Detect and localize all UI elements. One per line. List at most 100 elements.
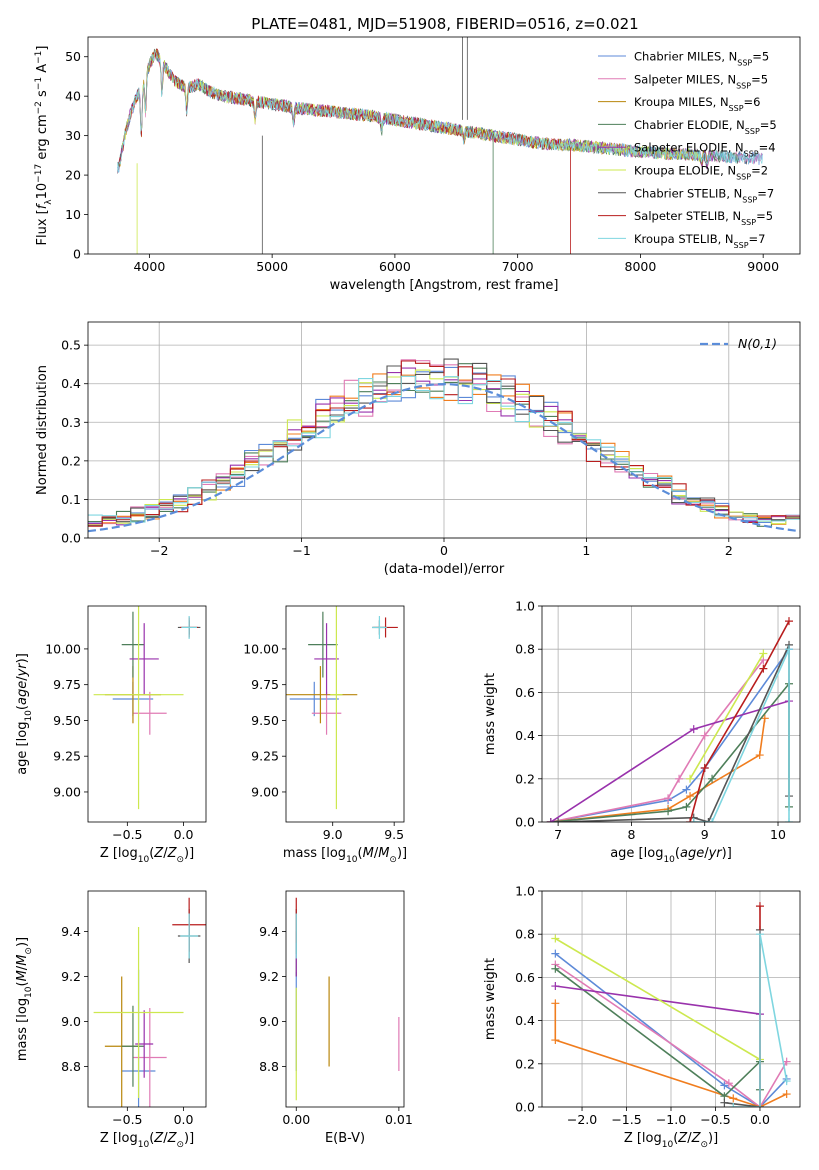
weight-line-8	[693, 648, 790, 822]
y-tick-label: 9.50	[53, 713, 81, 728]
y-tick-label: 20	[65, 168, 81, 183]
y-tick-label: 0.5	[61, 338, 81, 353]
spectrum-line-6	[117, 48, 752, 174]
histogram-8	[88, 375, 800, 523]
y-axis-label: mass weight	[483, 958, 498, 1040]
y-axis-label: Normed distribution	[35, 365, 50, 495]
y-tick-label: 0.0	[515, 815, 535, 830]
legend-entry: Chabrier MILES, NSSP=5	[634, 50, 769, 68]
y-tick-label: 0.8	[515, 927, 535, 942]
x-tick-label: 8	[627, 827, 635, 842]
y-axis-label: Flux [fλ10−17 erg cm−2 s−1 A−1]	[34, 46, 54, 246]
x-tick-label: 0.0	[750, 1112, 770, 1127]
legend-entry: Chabrier ELODIE, NSSP=5	[634, 118, 777, 136]
plot-area	[88, 358, 800, 533]
x-tick-label: 5000	[256, 259, 288, 274]
weight-marker-8	[755, 930, 764, 939]
x-tick-label: −1	[292, 543, 310, 558]
x-tick-label: 4000	[133, 259, 165, 274]
weight-marker-2	[782, 1090, 791, 1099]
weight-line-6	[724, 929, 761, 1107]
axes-frame	[87, 890, 207, 1108]
weight-marker-6	[554, 818, 563, 822]
x-tick-label: 9	[701, 827, 709, 842]
y-tick-label: 0.4	[515, 728, 535, 743]
weight-marker-1	[724, 1079, 733, 1088]
spectrum-line-7	[118, 48, 561, 170]
y-tick-label: 0.6	[515, 685, 535, 700]
y-tick-label: 9.50	[251, 713, 279, 728]
legend-entry: N(0,1)	[738, 336, 777, 351]
legend-entry: Kroupa MILES, NSSP=6	[634, 95, 760, 113]
y-tick-label: 8.8	[259, 1059, 279, 1074]
x-tick-label: 0.0	[174, 827, 194, 842]
y-tick-label: 30	[65, 128, 81, 143]
weight-marker-1	[700, 731, 709, 740]
plot-area	[117, 37, 763, 254]
y-axis-label: age [log10(age/yr)]	[15, 653, 34, 775]
x-tick-label: −2.0	[567, 1112, 597, 1127]
weight-marker-8	[708, 818, 717, 822]
weight-marker-3	[551, 964, 560, 973]
x-tick-label: 10	[770, 827, 786, 842]
y-tick-label: 9.25	[251, 749, 279, 764]
weight-line-3	[550, 681, 790, 822]
mass-vs-ebv-panel: 0.00 0.01 8.8 9.0 9.2 9.4 E(B-V)	[259, 890, 413, 1146]
legend-entry: Salpeter STELIB, NSSP=5	[634, 209, 773, 227]
x-tick-label: 0.01	[385, 1112, 413, 1127]
spectrum-panel: 4000 5000 6000 7000 8000 9000 0 10 20 30 40 50 wavel…	[34, 36, 801, 293]
legend-entry: Salpeter ELODIE, NSSP=4	[634, 141, 776, 159]
weight-marker-5	[551, 934, 560, 943]
y-tick-label: 0.2	[515, 771, 535, 786]
plot-area	[93, 897, 206, 1107]
axes-frame	[541, 605, 801, 823]
x-tick-label: −0.5	[700, 1112, 730, 1127]
weight-marker-7	[759, 664, 768, 673]
x-axis-label: age [log10(age/yr)]	[610, 846, 732, 865]
weight-marker-0	[682, 785, 691, 794]
legend-entry: Kroupa ELODIE, NSSP=2	[634, 164, 768, 182]
y-tick-label: 0.0	[515, 1100, 535, 1115]
weight-line-7	[689, 620, 790, 822]
spectrum-line-8	[117, 49, 763, 173]
weight-marker-2	[551, 999, 560, 1008]
y-tick-label: 0	[73, 247, 81, 262]
y-tick-label: 9.75	[251, 677, 279, 692]
spectrum-line-5	[122, 50, 702, 162]
y-tick-label: 0.8	[515, 642, 535, 657]
x-tick-label: 7000	[502, 259, 534, 274]
y-tick-label: 0.0	[61, 531, 81, 546]
axes-frame	[87, 605, 207, 823]
weight-marker-3	[708, 774, 717, 783]
weight-marker-6	[704, 818, 713, 822]
weight-marker-2	[686, 792, 695, 801]
x-tick-label: 1	[582, 543, 590, 558]
weight-marker-4	[689, 725, 698, 734]
x-tick-label: −1.0	[656, 1112, 686, 1127]
x-tick-label: 9.5	[384, 827, 404, 842]
y-tick-label: 9.2	[259, 969, 279, 984]
y-tick-label: 10.00	[45, 641, 81, 656]
y-tick-label: 0.2	[515, 1056, 535, 1071]
y-tick-label: 9.0	[61, 1014, 81, 1029]
plot-area	[295, 897, 400, 1101]
x-tick-label: 0.0	[174, 1112, 194, 1127]
weight-marker-7	[686, 818, 695, 822]
y-tick-label: 9.4	[61, 924, 81, 939]
x-tick-label: 8000	[625, 259, 657, 274]
weight-marker-8	[785, 645, 794, 654]
y-tick-label: 8.8	[61, 1059, 81, 1074]
weight-marker-6	[720, 1098, 729, 1107]
x-axis-label: (data-model)/error	[384, 562, 505, 577]
weight-marker-3	[682, 802, 691, 811]
x-axis-label: Z [log10(Z/Z⊙)]	[100, 846, 194, 865]
age-vs-mass-panel: 9.0 9.5 9.00 9.25 9.50 9.75 10.00 mass [log10(M…	[243, 605, 407, 865]
weight-line-5	[554, 937, 761, 1061]
legend-entry: Salpeter MILES, NSSP=5	[634, 72, 768, 90]
x-tick-label: 2	[725, 543, 733, 558]
weight-line-1	[554, 963, 788, 1107]
weight-marker-4	[551, 982, 560, 991]
x-tick-label: 9000	[747, 259, 779, 274]
y-tick-label: 0.1	[61, 492, 81, 507]
weight-marker-5	[686, 774, 695, 783]
